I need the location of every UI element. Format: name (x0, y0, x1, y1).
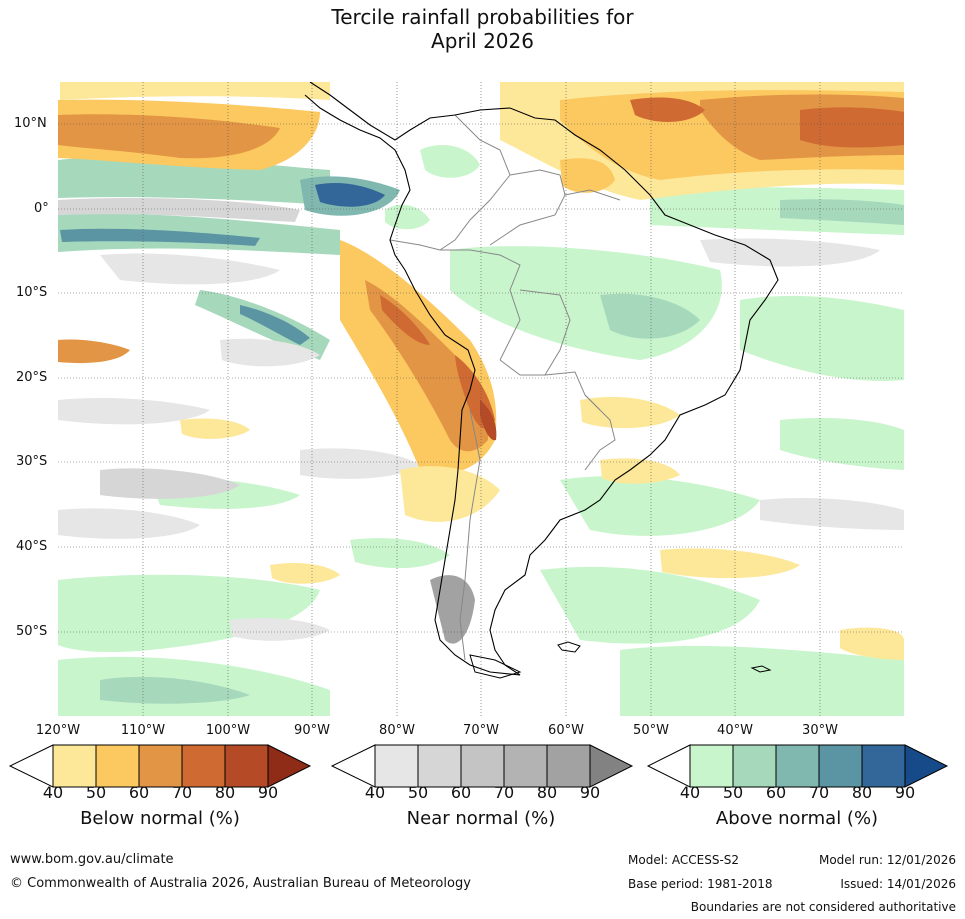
near-tick-50: 50 (407, 783, 429, 802)
lon-label-80w: 80°W (379, 723, 415, 738)
below-normal-areas (58, 82, 904, 660)
above-tick-60: 60 (765, 783, 787, 802)
near-tick-90: 90 (579, 783, 601, 802)
lon-label-30w: 30°W (802, 723, 838, 738)
lat-label-20s: 20°S (16, 370, 48, 385)
south-georgia (750, 665, 772, 673)
tierra-del-fuego (469, 654, 522, 679)
lon-label-70w: 70°W (463, 723, 499, 738)
model-run-date: Model run: 12/01/2026 (818, 853, 956, 867)
falkland-islands (557, 641, 581, 653)
lon-label-60w: 60°W (548, 723, 584, 738)
boundaries-disclaimer: Boundaries are not considered authoritat… (690, 900, 956, 914)
near-tick-40: 40 (364, 783, 386, 802)
copyright-text: © Commonwealth of Australia 2026, Austra… (10, 876, 471, 891)
above-tick-50: 50 (722, 783, 744, 802)
above-tick-70: 70 (808, 783, 830, 802)
below-tick-90: 90 (257, 783, 279, 802)
lat-label-0: 0° (34, 201, 49, 216)
lat-label-10s: 10°S (16, 285, 48, 300)
graticule (58, 82, 904, 716)
lat-label-40s: 40°S (16, 539, 48, 554)
lat-label-50s: 50°S (16, 624, 48, 639)
map-title-line1: Tercile rainfall probabilities for (331, 5, 634, 29)
base-period: Base period: 1981-2018 (628, 877, 773, 891)
colorbar-above-normal (646, 744, 949, 788)
below-tick-60: 60 (128, 783, 150, 802)
below-normal-title: Below normal (%) (80, 808, 240, 829)
lat-label-30s: 30°S (16, 454, 48, 469)
lon-label-110w: 110°W (120, 723, 166, 738)
lon-label-50w: 50°W (633, 723, 669, 738)
lat-label-10n: 10°N (14, 116, 47, 131)
near-normal-title: Near normal (%) (406, 808, 556, 829)
above-normal-title: Above normal (%) (715, 808, 879, 829)
below-tick-70: 70 (171, 783, 193, 802)
colorbar-near-normal (330, 744, 634, 788)
above-tick-90: 90 (894, 783, 916, 802)
near-tick-60: 60 (450, 783, 472, 802)
issued-date: Issued: 14/01/2026 (840, 877, 956, 891)
below-tick-80: 80 (214, 783, 236, 802)
coastline (304, 82, 779, 676)
lon-label-120w: 120°W (35, 723, 81, 738)
below-tick-40: 40 (42, 783, 64, 802)
website-link[interactable]: www.bom.gov.au/climate (10, 852, 174, 867)
lon-label-90w: 90°W (294, 723, 330, 738)
above-normal-areas (58, 145, 904, 716)
above-tick-80: 80 (851, 783, 873, 802)
map-title-line2: April 2026 (431, 29, 534, 53)
below-tick-50: 50 (85, 783, 107, 802)
near-tick-70: 70 (493, 783, 515, 802)
model-info: Model: ACCESS-S2 (628, 853, 740, 867)
colorbar-below-normal (8, 744, 312, 788)
above-tick-40: 40 (679, 783, 701, 802)
country-borders (389, 114, 621, 661)
lon-label-100w: 100°W (205, 723, 251, 738)
lon-label-40w: 40°W (717, 723, 753, 738)
near-tick-80: 80 (536, 783, 558, 802)
